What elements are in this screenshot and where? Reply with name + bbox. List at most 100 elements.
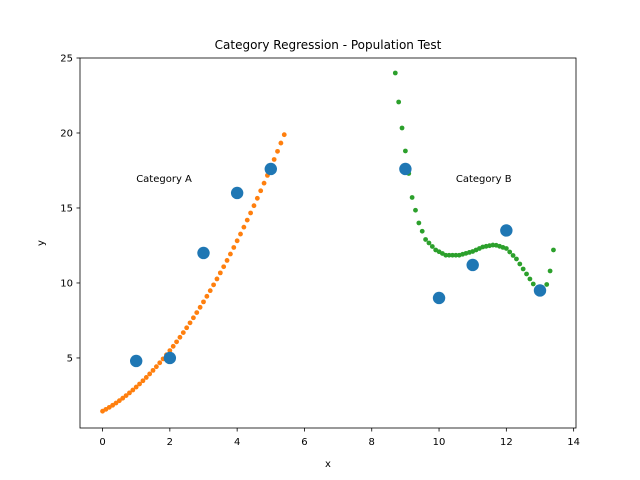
- fit-point-b: [453, 252, 459, 258]
- fit-point-b: [443, 252, 449, 258]
- fit-point-a: [248, 210, 254, 216]
- y-tick-label: 20: [60, 128, 73, 139]
- fit-point-a: [197, 304, 203, 310]
- fit-point-a: [116, 398, 122, 404]
- fit-point-a: [194, 310, 200, 315]
- fit-point-a: [167, 348, 173, 354]
- fit-point-a: [174, 339, 179, 345]
- fit-point-a: [113, 400, 119, 406]
- fit-point-a: [241, 224, 247, 230]
- y-axis-label: y: [36, 240, 47, 246]
- fit-point-a: [211, 282, 216, 288]
- fit-point-a: [234, 238, 240, 244]
- observed-point: [230, 186, 244, 200]
- fit-point-a: [261, 180, 267, 186]
- observed-point: [399, 162, 412, 176]
- chart-title: Category Regression - Population Test: [215, 38, 442, 52]
- observed-point: [129, 354, 143, 368]
- fit-point-b: [517, 261, 523, 267]
- fit-point-a: [143, 375, 149, 380]
- fit-point-a: [177, 334, 183, 340]
- fit-point-a: [157, 360, 163, 366]
- observed-point: [163, 351, 177, 365]
- observed-point: [197, 246, 210, 260]
- fit-point-b: [429, 244, 435, 249]
- fit-point-b: [520, 266, 526, 272]
- y-tick-label: 25: [60, 54, 73, 65]
- fit-point-a: [224, 258, 230, 263]
- fit-point-a: [231, 245, 237, 250]
- x-tick-label: 14: [567, 437, 580, 448]
- fit-point-a: [147, 371, 153, 377]
- fit-point-b: [527, 276, 533, 282]
- y-tick-label: 10: [60, 278, 73, 289]
- fit-point-a: [271, 157, 277, 162]
- fit-point-a: [221, 264, 227, 270]
- fit-point-a: [150, 367, 156, 373]
- x-tick-label: 4: [234, 437, 240, 448]
- annotation-label: Category A: [136, 174, 192, 185]
- fit-point-a: [204, 293, 210, 299]
- x-axis-ticks: 0 2 4 6 8 10 12 14: [99, 428, 580, 448]
- fit-point-a: [170, 343, 176, 349]
- fit-point-a: [254, 195, 260, 201]
- fit-point-b: [450, 252, 455, 258]
- fit-point-a: [207, 288, 213, 294]
- observed-point: [533, 284, 547, 297]
- fit-point-b: [551, 247, 556, 253]
- fit-curve-category-b: [392, 70, 556, 295]
- y-axis-ticks: 5 10 15 20 25: [60, 54, 80, 364]
- fit-point-a: [238, 231, 243, 237]
- observed-point: [466, 258, 479, 272]
- x-axis-label: x: [325, 459, 331, 470]
- fit-point-a: [184, 325, 190, 331]
- fit-point-a: [153, 364, 159, 370]
- fit-point-a: [201, 299, 206, 305]
- fit-point-b: [547, 268, 553, 274]
- fit-point-a: [180, 330, 186, 335]
- fit-point-a: [258, 188, 264, 194]
- x-tick-label: 2: [167, 437, 173, 448]
- observed-point: [500, 224, 513, 237]
- fit-point-a: [214, 276, 220, 282]
- fit-point-a: [140, 378, 146, 384]
- observed-point: [432, 291, 446, 305]
- fit-point-a: [228, 251, 233, 257]
- fit-point-b: [402, 148, 408, 154]
- fit-point-b: [419, 228, 425, 234]
- fit-point-b: [446, 252, 452, 258]
- fit-point-b: [413, 207, 418, 213]
- y-tick-label: 5: [67, 353, 73, 364]
- fit-point-b: [507, 249, 513, 255]
- observed-points: [129, 162, 547, 368]
- fit-point-b: [503, 246, 509, 251]
- y-tick-label: 15: [60, 203, 73, 214]
- fit-point-b: [416, 220, 422, 226]
- fit-point-a: [278, 140, 284, 146]
- fit-point-b: [392, 70, 398, 76]
- fit-point-b: [409, 195, 415, 200]
- fit-point-a: [275, 148, 280, 154]
- fit-point-a: [120, 395, 126, 401]
- annotations: Category A Category B: [136, 174, 512, 185]
- fit-point-a: [137, 381, 142, 387]
- x-tick-label: 6: [301, 437, 307, 448]
- fit-point-b: [524, 271, 529, 277]
- fit-point-a: [130, 387, 136, 393]
- fit-point-a: [133, 384, 139, 390]
- fit-point-a: [281, 132, 287, 138]
- fit-point-b: [396, 99, 402, 105]
- x-tick-label: 0: [99, 437, 105, 448]
- x-tick-label: 8: [369, 437, 375, 448]
- x-tick-label: 12: [500, 437, 513, 448]
- fit-point-b: [423, 237, 428, 242]
- fit-point-b: [530, 281, 536, 287]
- fit-point-b: [544, 282, 550, 287]
- plot-frame: [79, 57, 577, 429]
- fit-point-a: [127, 390, 132, 396]
- x-tick-label: 10: [433, 437, 446, 448]
- fit-point-a: [191, 315, 196, 321]
- fit-point-b: [510, 253, 516, 258]
